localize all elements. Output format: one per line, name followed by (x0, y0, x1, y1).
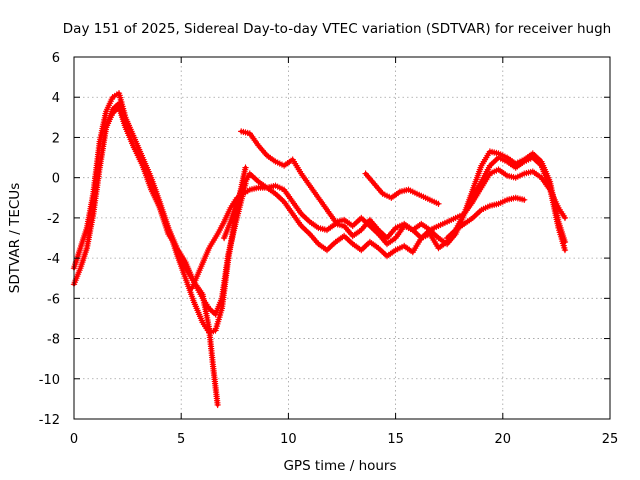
x-axis-label: GPS time / hours (283, 458, 396, 474)
y-tick-label: 6 (52, 51, 60, 66)
series-track-h (443, 194, 528, 242)
y-tick-label: -4 (47, 252, 60, 267)
series-band (104, 105, 220, 407)
x-tick-label: 0 (70, 432, 78, 447)
series-track-g (362, 170, 442, 208)
x-tick-label: 20 (495, 432, 512, 447)
plot-frame (73, 56, 611, 420)
y-tick-label: -8 (47, 333, 60, 348)
data-point-marker (561, 238, 569, 246)
data-point-marker (435, 200, 442, 208)
x-tick-label: 10 (280, 432, 297, 447)
axis-ticks: 0 5 10 15 20 25 -12 -10 -8 -6 -4 -2 0 2 4 6 (39, 51, 619, 447)
data-point-marker (561, 214, 569, 222)
chart-title: Day 151 of 2025, Sidereal Day-to-day VTE… (63, 21, 611, 37)
series-track-c (103, 104, 221, 409)
x-tick-label: 25 (602, 432, 619, 447)
y-tick-label: -6 (47, 292, 60, 307)
grid-lines (74, 57, 610, 419)
data-point-marker (521, 196, 528, 203)
data-series (70, 90, 569, 409)
data-point-marker (561, 246, 569, 254)
data-point-marker (214, 401, 221, 409)
y-axis-label: SDTVAR / TECUs (7, 183, 23, 293)
y-tick-label: 0 (52, 172, 60, 187)
y-tick-label: 2 (52, 131, 60, 146)
series-track-f (238, 128, 569, 248)
x-tick-label: 15 (387, 432, 404, 447)
data-point-marker (242, 164, 249, 171)
series-band (222, 155, 567, 258)
y-tick-label: -10 (39, 373, 60, 388)
x-tick-label: 5 (177, 432, 185, 447)
series-track-e (220, 154, 569, 260)
y-tick-label: 4 (52, 91, 60, 106)
y-tick-label: -2 (47, 212, 60, 227)
y-tick-label: -12 (39, 413, 60, 428)
